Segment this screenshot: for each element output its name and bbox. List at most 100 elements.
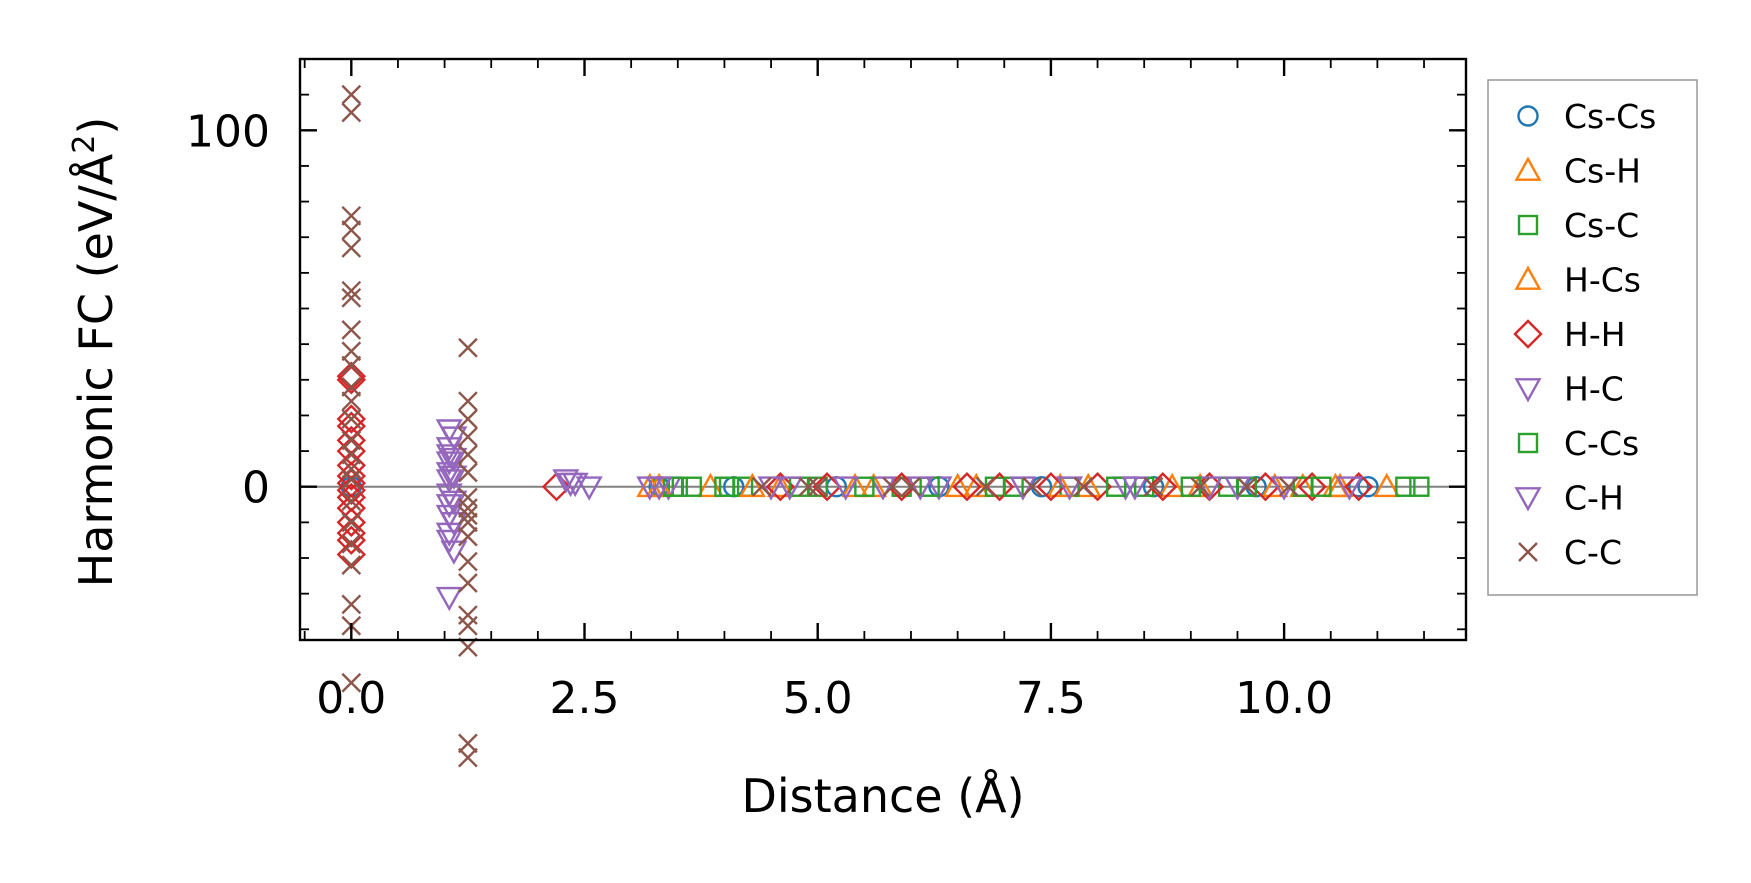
data-point [458, 526, 478, 547]
data-point [341, 533, 362, 554]
data-point [575, 476, 603, 501]
data-point [714, 476, 735, 497]
data-point [341, 205, 362, 226]
data-point [458, 337, 478, 358]
data-point [341, 409, 362, 429]
data-point [1022, 476, 1043, 497]
data-point [341, 555, 362, 575]
legend-label: H-C [1564, 370, 1624, 409]
data-point [807, 476, 828, 497]
y-tick-label: 0 [242, 463, 270, 514]
legend-label: H-Cs [1564, 261, 1641, 300]
data-point [854, 476, 875, 497]
data-point [1335, 476, 1363, 501]
x-tick-label: 5.0 [783, 673, 853, 724]
data-point [738, 472, 766, 498]
data-point [341, 377, 362, 397]
data-point [458, 615, 478, 636]
data-point [341, 469, 362, 490]
data-point [882, 476, 903, 497]
data-point [458, 391, 478, 412]
data-point [952, 472, 982, 502]
data-point [1409, 476, 1430, 497]
data-point [458, 426, 478, 447]
data-point [341, 287, 362, 308]
data-point [440, 426, 468, 451]
y-tick-label: 100 [186, 106, 270, 157]
data-point [458, 747, 478, 768]
data-point [341, 672, 362, 693]
legend-marker [1518, 542, 1538, 562]
data-point [1158, 472, 1186, 498]
data-point [757, 476, 785, 501]
data-point [552, 469, 580, 494]
legend-label: Cs-C [1564, 206, 1639, 245]
x-tick-label: 10.0 [1235, 673, 1333, 724]
data-point [336, 404, 367, 434]
legend-entry: Cs-C [1517, 206, 1639, 245]
data-point [341, 355, 362, 376]
data-point [1223, 476, 1252, 501]
data-point [1009, 476, 1037, 501]
data-point [1195, 476, 1224, 501]
data-point [832, 476, 860, 501]
data-point [458, 409, 478, 429]
data-point [440, 447, 468, 473]
data-point [336, 539, 367, 570]
legend-marker [1517, 432, 1539, 454]
data-point [435, 469, 463, 494]
legend-marker [1517, 105, 1539, 127]
data-point [1121, 476, 1149, 501]
data-point [541, 472, 572, 502]
data-point [341, 430, 362, 451]
legend-label: C-C [1564, 533, 1622, 572]
data-point [341, 594, 362, 615]
legend: Cs-Cs Cs-H Cs-C H-Cs H-H H-C C-Cs C-H C-C [1487, 79, 1698, 596]
data-point [341, 220, 362, 240]
data-point [440, 465, 468, 491]
data-point [341, 102, 362, 123]
legend-label: C-Cs [1564, 424, 1639, 463]
legend-marker [1517, 214, 1539, 236]
data-point [458, 498, 478, 518]
data-point [906, 476, 934, 501]
legend-entry: Cs-Cs [1517, 97, 1656, 136]
data-point [1073, 476, 1094, 497]
data-point [458, 573, 478, 593]
legend-entry: H-H [1513, 315, 1626, 354]
data-point [869, 476, 897, 501]
data-point [341, 238, 362, 258]
data-point [458, 444, 478, 465]
data-point [341, 391, 362, 412]
data-point [901, 476, 921, 497]
data-point [341, 84, 362, 105]
legend-entry: Cs-H [1514, 152, 1641, 191]
legend-entry: C-Cs [1517, 424, 1639, 463]
data-point [1395, 476, 1416, 497]
data-point [1190, 476, 1210, 497]
data-point [1046, 472, 1074, 498]
data-point [1261, 472, 1289, 498]
data-point [975, 476, 996, 497]
data-point [1056, 476, 1084, 501]
data-point [944, 472, 972, 498]
x-axis-title: Distance (Å) [741, 769, 1024, 823]
data-point [341, 280, 362, 301]
data-point [1311, 476, 1332, 497]
data-point [336, 507, 367, 538]
data-point [556, 472, 585, 498]
data-point [1148, 472, 1178, 502]
data-point [458, 505, 478, 526]
data-point [341, 444, 362, 465]
series-c-h [440, 426, 1363, 565]
series-c-cs [662, 476, 1332, 497]
data-point [458, 512, 478, 533]
data-point [341, 512, 362, 533]
data-point [341, 320, 362, 340]
x-tick-label: 7.5 [1016, 673, 1086, 724]
data-point [336, 361, 367, 391]
data-point [341, 341, 362, 362]
x-tick-label: 0.0 [316, 673, 386, 724]
data-point [645, 476, 673, 501]
